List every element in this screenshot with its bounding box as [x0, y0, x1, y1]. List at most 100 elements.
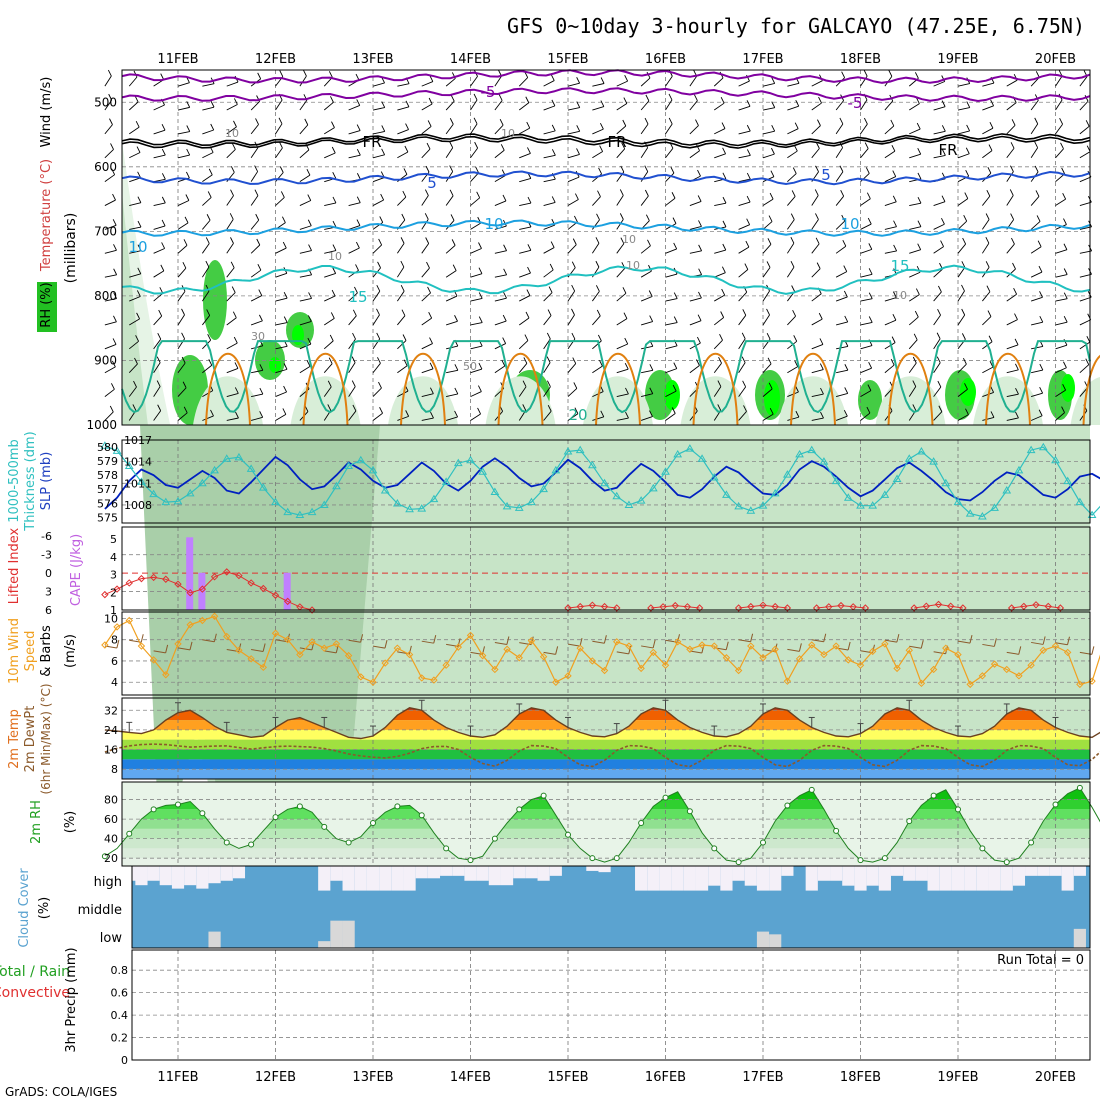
upper-wind-barb-flag	[1059, 118, 1063, 125]
upper-wind-barb-flag	[478, 267, 483, 274]
upper-wind-barb	[543, 410, 552, 421]
upper-wind-barb	[713, 362, 722, 373]
upper-wind-barb-flag	[697, 195, 702, 202]
upper-wind-barb-flag	[283, 363, 288, 370]
upper-wind-barb-flag	[1015, 411, 1019, 419]
cloud-high-bar	[659, 866, 672, 891]
wind-barb-feather	[750, 633, 754, 642]
upper-wind-barb-flag	[937, 380, 942, 388]
upper-wind-barb-flag	[328, 71, 333, 78]
upper-wind-barb	[762, 244, 772, 254]
upper-wind-barb-flag	[161, 173, 166, 180]
slp-label: SLP (mb)	[39, 452, 54, 511]
upper-wind-barb-flag	[352, 309, 357, 316]
upper-wind-barb	[860, 345, 873, 350]
slp-point	[843, 493, 853, 501]
cloud-high-bar	[1000, 866, 1013, 891]
slp-point	[661, 467, 670, 475]
upper-wind-barb-flag	[279, 166, 284, 173]
upper-wind-barb-flag	[1062, 192, 1067, 200]
upper-wind-barb-flag	[137, 267, 142, 275]
upper-wind-barb	[1006, 319, 1018, 326]
wind-panel-frame	[121, 611, 1091, 696]
upper-wind-barb-flag	[744, 263, 749, 270]
wind-speed-point	[881, 640, 889, 648]
wind-speed-point	[393, 644, 402, 652]
thickness-label-2: Thickness (dm)	[23, 431, 38, 531]
wind-barb	[933, 651, 946, 655]
upper-wind-barb	[494, 274, 507, 278]
upper-wind-barb-flag	[206, 214, 211, 221]
slp-point	[868, 501, 878, 509]
upper-wind-barb	[933, 362, 941, 373]
upper-temp-label: Temperature (°C)	[39, 159, 54, 272]
upper-wind-barb-flag	[137, 220, 142, 228]
upper-wind-barb-flag	[1061, 167, 1066, 175]
wind-barb	[689, 650, 702, 654]
upper-wind-barb-flag	[985, 261, 990, 268]
upper-wind-barb	[860, 321, 873, 326]
upper-wind-barb	[665, 172, 675, 182]
wind-barb	[372, 645, 386, 649]
upper-wind-barb	[324, 127, 335, 135]
upper-wind-barb	[787, 219, 795, 230]
rh-point	[760, 839, 766, 846]
upper-wind-barb-flag	[401, 213, 406, 221]
upper-wind-barb-flag	[1034, 94, 1039, 101]
upper-wind-barb	[177, 222, 189, 230]
upper-wind-barb	[762, 83, 775, 87]
upper-wind-barb-flag	[430, 411, 434, 419]
upper-wind-barb	[128, 386, 137, 397]
upper-wind-barb	[372, 412, 383, 421]
upper-wind-barb	[1030, 196, 1040, 206]
upper-wind-barb-flag	[721, 266, 726, 273]
upper-wind-barb-flag	[161, 124, 166, 131]
upper-wind-barb	[202, 243, 210, 254]
upper-wind-barb	[202, 390, 213, 397]
slp-point	[770, 488, 780, 497]
li-ytick-1: -3	[41, 549, 52, 562]
rh-column-5	[680, 376, 751, 425]
upper-ytick-4: 900	[94, 353, 117, 367]
slp-point	[929, 457, 938, 465]
upper-wind-barb	[519, 127, 530, 135]
upper-wind-barb-flag	[941, 218, 945, 225]
isotherm-minus5-upper	[121, 69, 1091, 84]
upper-wind-barb-flag	[454, 364, 459, 371]
upper-wind-barb	[226, 243, 234, 254]
upper-wind-barb-flag	[379, 216, 384, 223]
upper-wind-barb	[177, 106, 190, 111]
wind-label-2: Speed	[23, 631, 38, 672]
wind-speed-point	[698, 641, 706, 649]
upper-wind-barb-flag	[306, 360, 311, 367]
cloud-high-bar	[708, 866, 721, 886]
slp-point	[1075, 497, 1085, 506]
upper-wind-barb-flag	[720, 311, 725, 318]
cloud-high-bar	[976, 866, 989, 891]
upper-wind-barb	[470, 297, 483, 302]
upper-wind-barb	[738, 411, 747, 421]
upper-wind-barb	[153, 338, 162, 350]
upper-wind-barb-flag	[259, 411, 264, 418]
upper-wind-barb-flag	[429, 337, 433, 344]
upper-wind-barb	[689, 75, 698, 87]
upper-wind-barb-flag	[721, 122, 726, 129]
upper-wind-barb	[372, 387, 382, 397]
upper-wind-barb	[884, 319, 897, 326]
upper-wind-barb-flag	[332, 267, 337, 274]
upper-wind-barb-flag	[966, 101, 971, 108]
upper-wind-barb-flag	[330, 312, 335, 319]
upper-wind-barb-flag	[356, 99, 361, 106]
upper-wind-barb-flag	[890, 119, 895, 127]
upper-wind-barb	[494, 225, 507, 230]
credit-label: GrADS: COLA/IGES	[5, 1085, 117, 1099]
upper-wind-barb-flag	[863, 69, 868, 77]
upper-wind-barb	[616, 318, 628, 326]
upper-wind-barb	[518, 363, 528, 374]
slp-point	[612, 491, 622, 500]
upper-wind-barb-flag	[842, 240, 847, 247]
upper-wind-barb	[421, 195, 429, 206]
upper-wind-barb	[1006, 243, 1015, 254]
wind-barb	[494, 642, 507, 646]
cloud-high-bar	[464, 866, 477, 881]
